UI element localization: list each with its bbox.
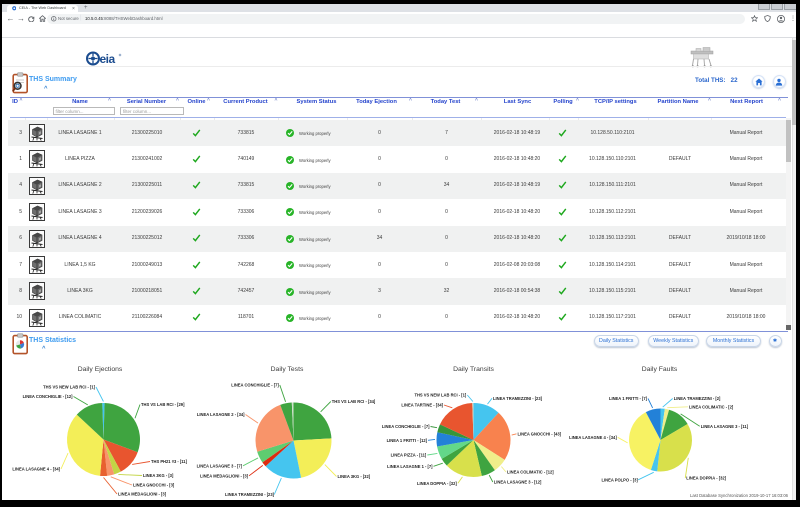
svg-text:LINEA CONCHIGLIE - [12]: LINEA CONCHIGLIE - [12]: [23, 394, 74, 399]
svg-text:LINEA 1 FRITTI - [12]: LINEA 1 FRITTI - [12]: [387, 438, 428, 443]
svg-text:LINEA 3KG - [32]: LINEA 3KG - [32]: [338, 474, 371, 479]
svg-text:LINEA LASAGNE 3 - [11]: LINEA LASAGNE 3 - [11]: [701, 424, 749, 429]
svg-text:LINEA DOPPIA - [32]: LINEA DOPPIA - [32]: [686, 476, 726, 481]
svg-text:LINEA MEDAGLIONI - [3]: LINEA MEDAGLIONI - [3]: [200, 473, 249, 478]
svg-text:LINEA LASAGNE 3 - [7]: LINEA LASAGNE 3 - [7]: [197, 463, 243, 468]
svg-text:LINEA PIZZA - [11]: LINEA PIZZA - [11]: [391, 453, 427, 458]
svg-text:THS VS NEW LAB RCI - [1]: THS VS NEW LAB RCI - [1]: [414, 393, 466, 398]
svg-text:LINEA LASAGNE 3 - [12]: LINEA LASAGNE 3 - [12]: [494, 480, 542, 485]
svg-text:LINEA 3KG - [3]: LINEA 3KG - [3]: [143, 473, 174, 478]
svg-text:LINEA LASAGNE 1 - [7]: LINEA LASAGNE 1 - [7]: [387, 464, 433, 469]
svg-text:LINEA COLIMATIC - [12]: LINEA COLIMATIC - [12]: [507, 470, 554, 475]
svg-text:LINEA TRAMEZZINI - [23]: LINEA TRAMEZZINI - [23]: [225, 492, 275, 497]
svg-text:LINEA GNOCCHI - [3]: LINEA GNOCCHI - [3]: [133, 483, 175, 488]
svg-text:LINEA DOPPIA - [32]: LINEA DOPPIA - [32]: [417, 481, 457, 486]
svg-text:THS PH21 #3 - [11]: THS PH21 #3 - [11]: [151, 459, 188, 464]
svg-text:LINEA MEDAGLIONI - [3]: LINEA MEDAGLIONI - [3]: [118, 492, 167, 497]
svg-text:LINEA 1 FRITTI - [7]: LINEA 1 FRITTI - [7]: [609, 396, 648, 401]
svg-text:LINEA TRAMEZZINI - [2]: LINEA TRAMEZZINI - [2]: [674, 396, 721, 401]
svg-text:eia: eia: [100, 52, 116, 66]
svg-text:LINEA GNOCCHI - [43]: LINEA GNOCCHI - [43]: [518, 431, 562, 436]
svg-text:THS VS NEW LAB RCI - [1]: THS VS NEW LAB RCI - [1]: [43, 385, 95, 390]
svg-text:THS VS LAB RCI - [29]: THS VS LAB RCI - [29]: [141, 402, 185, 407]
svg-text:LINEA TARTINE - [34]: LINEA TARTINE - [34]: [401, 403, 443, 408]
svg-text:THS VS LAB RCI - [34]: THS VS LAB RCI - [34]: [332, 399, 376, 404]
svg-text:LINEA CONCHIGLIE - [7]: LINEA CONCHIGLIE - [7]: [231, 383, 279, 388]
svg-text:LINEA LASAGNE 4 - [34]: LINEA LASAGNE 4 - [34]: [12, 467, 60, 472]
svg-text:LINEA COLIMATIC - [2]: LINEA COLIMATIC - [2]: [689, 404, 734, 409]
svg-text:LINEA CONCHIGLIE - [7]: LINEA CONCHIGLIE - [7]: [382, 424, 430, 429]
svg-text:LINEA LASAGNE 2 - [34]: LINEA LASAGNE 2 - [34]: [197, 412, 245, 417]
svg-text:LINEA POLPO - [3]: LINEA POLPO - [3]: [602, 477, 639, 482]
svg-text:LINEA TRAMEZZINI - [23]: LINEA TRAMEZZINI - [23]: [493, 396, 543, 401]
svg-text:LINEA LASAGNE 4 - [34]: LINEA LASAGNE 4 - [34]: [569, 435, 617, 440]
